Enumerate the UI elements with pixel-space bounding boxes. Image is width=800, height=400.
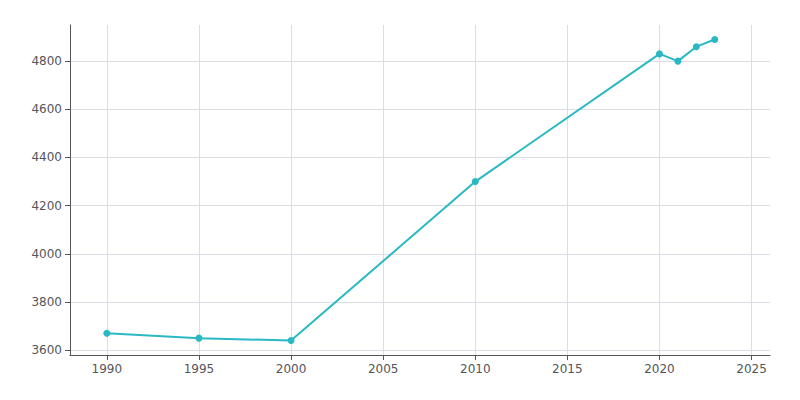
svg-text:2000: 2000	[276, 362, 307, 376]
svg-text:4800: 4800	[31, 54, 62, 68]
svg-text:2020: 2020	[644, 362, 675, 376]
svg-text:4000: 4000	[31, 247, 62, 261]
svg-text:4600: 4600	[31, 102, 62, 116]
svg-text:2010: 2010	[460, 362, 491, 376]
svg-text:4400: 4400	[31, 150, 62, 164]
svg-text:3600: 3600	[31, 343, 62, 357]
svg-text:1990: 1990	[92, 362, 123, 376]
svg-text:4200: 4200	[31, 199, 62, 213]
svg-text:3800: 3800	[31, 295, 62, 309]
svg-text:2025: 2025	[736, 362, 767, 376]
svg-text:2015: 2015	[552, 362, 583, 376]
svg-text:1995: 1995	[184, 362, 215, 376]
svg-text:2005: 2005	[368, 362, 399, 376]
